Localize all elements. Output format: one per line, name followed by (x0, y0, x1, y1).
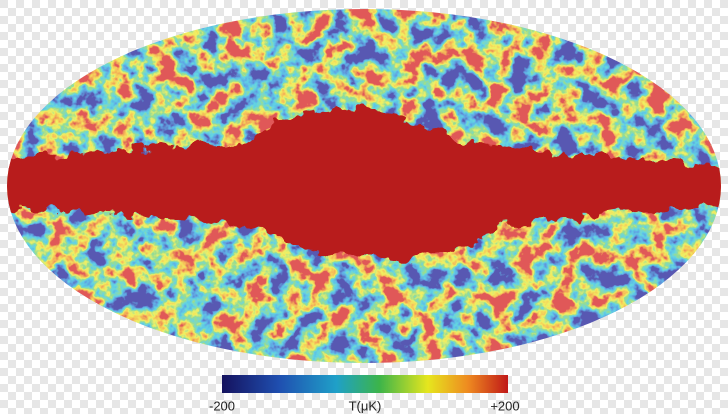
galactic-plane (7, 107, 721, 260)
color-scale-bar (222, 375, 508, 393)
sky-map (7, 9, 721, 363)
color-scale-label: T(μK) (349, 398, 382, 413)
color-scale-max: +200 (490, 398, 519, 413)
color-scale-min: -200 (209, 398, 235, 413)
